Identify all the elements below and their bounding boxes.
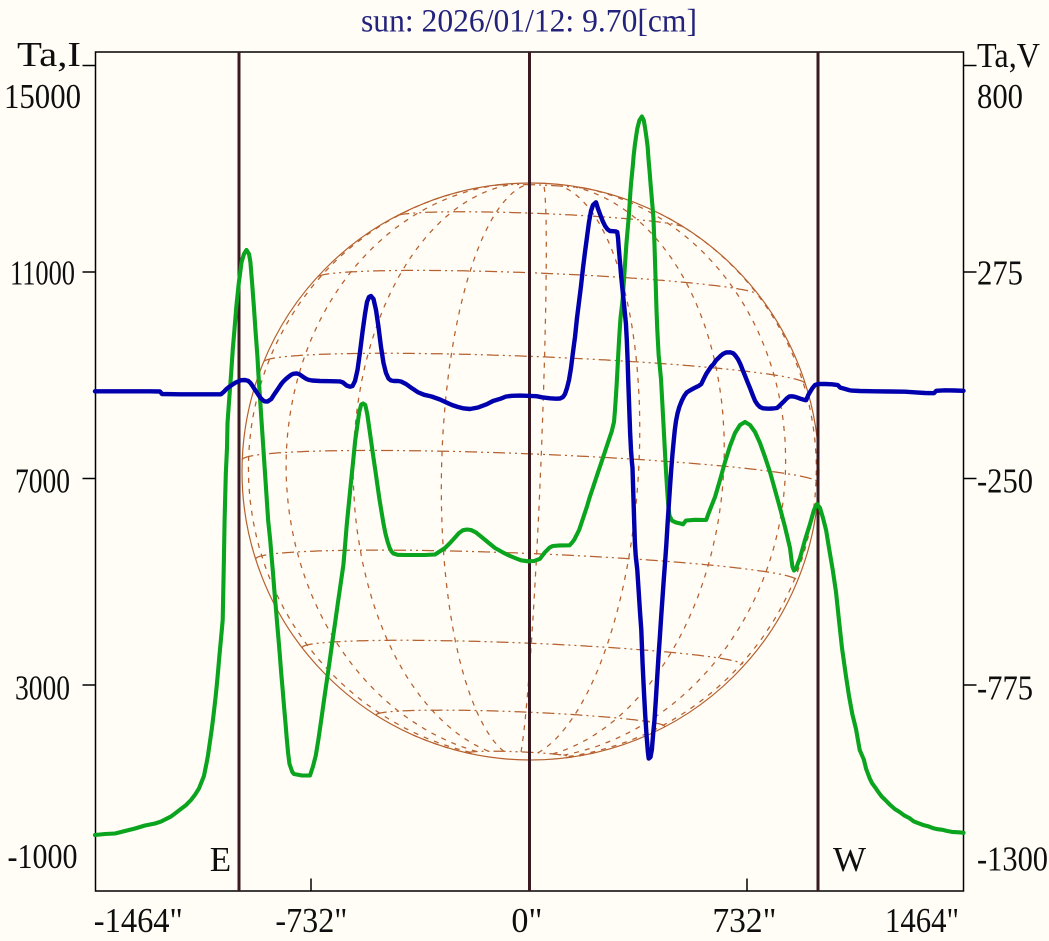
svg-text:800: 800 [977,77,1023,116]
svg-text:-1000: -1000 [8,837,78,876]
svg-text:-732": -732" [275,901,347,940]
svg-text:7000: 7000 [15,462,70,501]
svg-text:15000: 15000 [4,77,81,116]
svg-text:-1464": -1464" [94,901,183,940]
svg-text:-250: -250 [977,462,1033,501]
svg-text:-1300: -1300 [977,840,1048,879]
svg-text:732": 732" [712,901,776,940]
svg-text:0": 0" [511,901,542,940]
svg-text:3000: 3000 [15,669,70,708]
svg-text:sun: 2026/01/12: 9.70[cm]: sun: 2026/01/12: 9.70[cm] [361,4,697,40]
svg-text:275: 275 [977,254,1023,293]
svg-text:-775: -775 [977,669,1033,708]
svg-text:Ta,V: Ta,V [977,36,1040,75]
svg-text:W: W [833,840,866,879]
svg-text:1464": 1464" [885,901,959,940]
svg-text:Ta,I: Ta,I [17,35,81,74]
svg-text:11000: 11000 [10,254,75,293]
svg-text:E: E [210,840,231,879]
